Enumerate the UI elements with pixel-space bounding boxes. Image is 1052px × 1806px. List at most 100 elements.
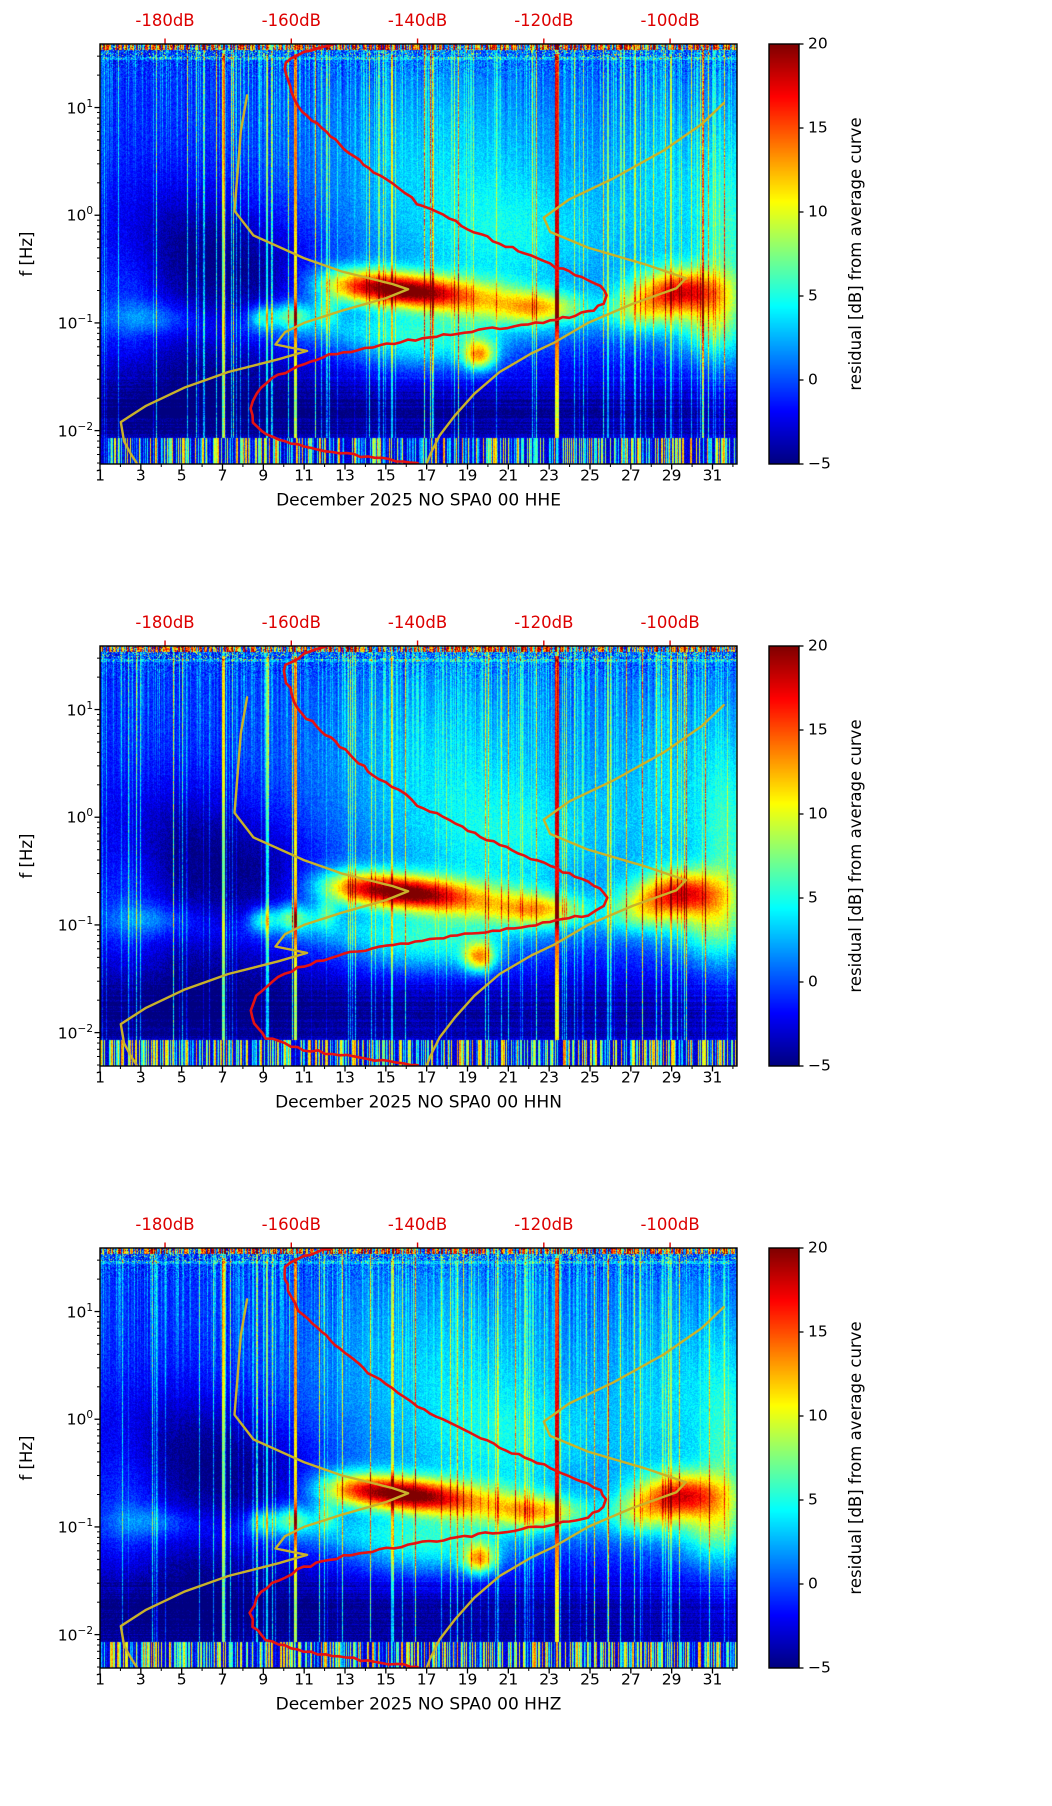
x-tick-label: 13 [335, 1670, 355, 1689]
x-tick-label: 1 [95, 1670, 105, 1689]
x-tick-label: 13 [335, 1068, 355, 1087]
x-tick-label: 25 [580, 466, 600, 485]
top-axis-tick-label: -140dB [387, 10, 448, 30]
top-axis-tick-label: -140dB [387, 1214, 448, 1234]
x-tick-label: 5 [176, 1670, 187, 1689]
x-tick-label: 25 [580, 1068, 600, 1087]
spectrogram-panel-hhe: -180dB -160dB -140dB -120dB -100dB 1 3 5 7 9 11 13 1… [0, 0, 1052, 602]
colorbar-tick-label: 5 [808, 888, 818, 907]
colorbar-label: residual [dB] from average curve [845, 1321, 865, 1595]
x-tick-label: 11 [294, 1670, 315, 1689]
colorbar-label: residual [dB] from average curve [845, 719, 865, 993]
y-axis-label: f [Hz] [16, 833, 36, 879]
x-tick-label: 19 [457, 1068, 478, 1087]
y-tick-label: 10−2 [57, 420, 93, 440]
x-axis-label: December 2025 NO SPA0 00 HHN [275, 1092, 562, 1113]
x-tick-label: 29 [661, 466, 682, 485]
x-tick-label: 23 [539, 466, 560, 485]
spectrogram-panel-hhz: -180dB -160dB -140dB -120dB -100dB 1 3 5 7 9 11 13 1… [0, 1204, 1052, 1806]
x-tick-label: 31 [702, 1670, 723, 1689]
y-tick-label: 101 [66, 97, 93, 117]
labels-layer: -180dB -160dB -140dB -120dB -100dB 1 3 5 7 9 11 13 1… [0, 602, 1052, 1204]
x-axis-label: December 2025 NO SPA0 00 HHE [276, 490, 561, 511]
x-tick-label: 15 [375, 1068, 396, 1087]
x-tick-label: 15 [375, 466, 396, 485]
x-tick-label: 21 [498, 466, 519, 485]
labels-layer: -180dB -160dB -140dB -120dB -100dB 1 3 5 7 9 11 13 1… [0, 1204, 1052, 1806]
x-tick-label: 7 [217, 466, 228, 485]
colorbar-label: residual [dB] from average curve [845, 117, 865, 391]
top-axis-tick-label: -180dB [135, 612, 195, 632]
x-tick-label: 21 [498, 1670, 519, 1689]
colorbar-tick-label: 20 [808, 34, 828, 53]
x-tick-label: 9 [258, 466, 269, 485]
x-tick-label: 21 [498, 1068, 519, 1087]
colorbar-tick-label: 10 [808, 804, 828, 823]
colorbar-tick-label: 0 [808, 1574, 818, 1593]
x-tick-label: 29 [661, 1068, 682, 1087]
x-axis-label: December 2025 NO SPA0 00 HHZ [275, 1694, 562, 1715]
colorbar-tick-label: 10 [808, 1406, 828, 1425]
y-axis-label: f [Hz] [16, 1435, 36, 1481]
x-tick-label: 9 [258, 1670, 269, 1689]
x-tick-label: 11 [294, 466, 315, 485]
top-axis-tick-label: -100dB [640, 1214, 700, 1234]
y-tick-label: 10−2 [57, 1022, 93, 1042]
colorbar-tick-label: 15 [808, 720, 828, 739]
colorbar-tick-label: 0 [808, 370, 818, 389]
x-tick-label: 17 [416, 466, 437, 485]
y-tick-label: 101 [66, 699, 93, 719]
top-axis-tick-label: -160dB [261, 10, 321, 30]
x-tick-label: 29 [661, 1670, 682, 1689]
y-tick-label: 100 [66, 205, 93, 225]
x-tick-label: 31 [702, 1068, 723, 1087]
spectrogram-panel-hhn: -180dB -160dB -140dB -120dB -100dB 1 3 5 7 9 11 13 1… [0, 602, 1052, 1204]
colorbar-tick-label: −5 [808, 454, 831, 473]
x-tick-label: 9 [258, 1068, 269, 1087]
x-tick-label: 7 [217, 1670, 228, 1689]
top-axis-tick-label: -120dB [514, 612, 574, 632]
y-tick-label: 100 [66, 807, 93, 827]
colorbar-tick-label: 15 [808, 1322, 828, 1341]
x-tick-label: 11 [294, 1068, 315, 1087]
colorbar-tick-label: 20 [808, 636, 828, 655]
x-tick-label: 27 [620, 1670, 641, 1689]
labels-layer: -180dB -160dB -140dB -120dB -100dB 1 3 5 7 9 11 13 1… [0, 0, 1052, 602]
x-tick-label: 5 [176, 1068, 187, 1087]
colorbar-tick-label: −5 [808, 1658, 831, 1677]
x-tick-label: 17 [416, 1068, 437, 1087]
x-tick-label: 15 [375, 1670, 396, 1689]
colorbar-tick-label: −5 [808, 1056, 831, 1075]
y-tick-label: 10−1 [57, 1517, 93, 1537]
x-tick-label: 13 [335, 466, 355, 485]
x-tick-label: 1 [95, 466, 105, 485]
colorbar-tick-label: 5 [808, 1490, 818, 1509]
x-tick-label: 3 [135, 466, 146, 485]
top-axis-tick-label: -180dB [135, 1214, 195, 1234]
x-tick-label: 1 [95, 1068, 105, 1087]
x-tick-label: 19 [457, 1670, 478, 1689]
colorbar-tick-label: 15 [808, 118, 828, 137]
x-tick-label: 3 [135, 1670, 146, 1689]
top-axis-tick-label: -100dB [640, 612, 700, 632]
colorbar-tick-label: 5 [808, 286, 818, 305]
colorbar-tick-label: 20 [808, 1238, 828, 1257]
top-axis-tick-label: -120dB [514, 1214, 574, 1234]
colorbar-tick-label: 10 [808, 202, 828, 221]
x-tick-label: 23 [539, 1670, 560, 1689]
x-tick-label: 3 [135, 1068, 146, 1087]
x-tick-label: 27 [620, 1068, 641, 1087]
x-tick-label: 31 [702, 466, 723, 485]
x-tick-label: 27 [620, 466, 641, 485]
y-tick-label: 10−2 [57, 1624, 93, 1644]
y-tick-label: 100 [66, 1409, 93, 1429]
x-tick-label: 25 [580, 1670, 600, 1689]
top-axis-tick-label: -100dB [640, 10, 700, 30]
top-axis-tick-label: -140dB [387, 612, 448, 632]
y-axis-label: f [Hz] [16, 231, 36, 277]
x-tick-label: 23 [539, 1068, 560, 1087]
top-axis-tick-label: -120dB [514, 10, 574, 30]
top-axis-tick-label: -180dB [135, 10, 195, 30]
y-tick-label: 10−1 [57, 313, 93, 333]
